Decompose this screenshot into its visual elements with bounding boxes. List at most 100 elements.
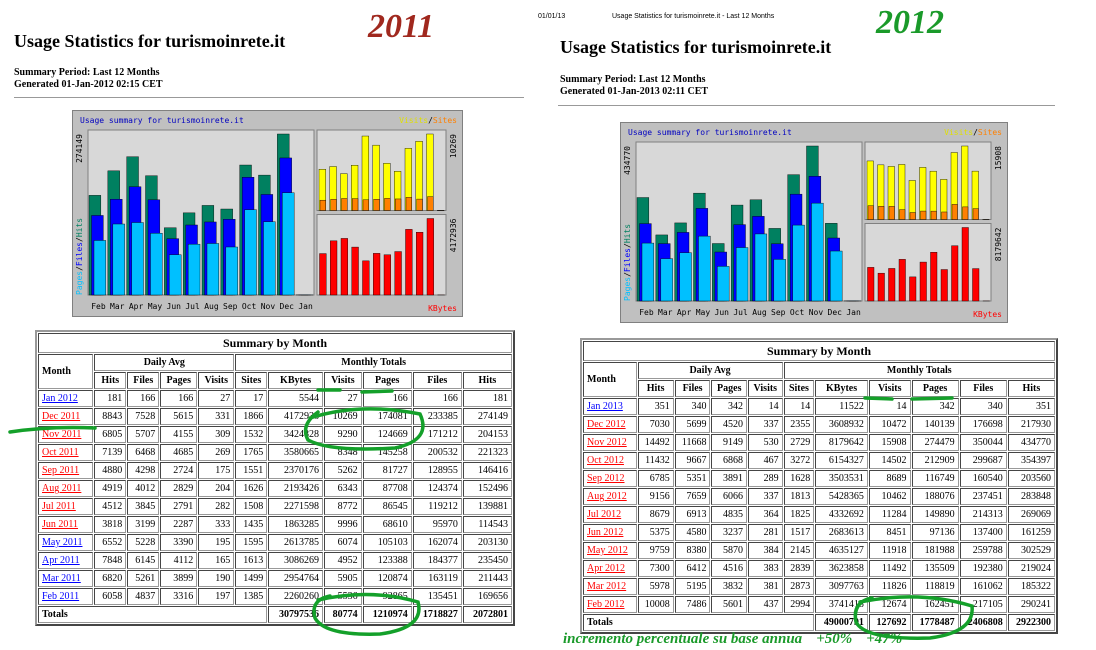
table-row: Month Daily Avg Monthly Totals — [38, 354, 512, 389]
month-link[interactable]: Feb 2012 — [587, 599, 625, 610]
header-cell: Pages — [362, 372, 412, 389]
value-cell: 3316 — [160, 588, 198, 605]
month-label: Oct — [790, 308, 805, 317]
value-cell: 351 — [1007, 398, 1055, 415]
annotation-text: incremento percentuale su base annua — [563, 631, 803, 647]
table-row: Mar 2011 6820 5261 3899 190 1499 2954764 5905 12… — [38, 570, 512, 587]
max-visits-label: 10269 — [449, 134, 458, 158]
value-cell: 217105 — [959, 596, 1007, 613]
bar — [941, 211, 948, 220]
value-cell: 1863285 — [268, 516, 323, 533]
value-cell: 6154327 — [815, 452, 868, 469]
bar — [244, 209, 257, 296]
value-cell: 149890 — [911, 506, 959, 523]
month-cell: Sep 2011 — [38, 462, 94, 479]
table-row: Oct 2011 7139 6468 4685 269 1765 3580665 8348 14… — [38, 444, 512, 461]
table-row: Totals 30797536 80774 1210974 1718827 2072801 — [38, 606, 512, 623]
month-cell: Mar 2012 — [583, 578, 637, 595]
header-cell: Month — [38, 354, 94, 389]
value-cell: 4685 — [160, 444, 198, 461]
plot-area — [316, 214, 447, 296]
bar — [830, 250, 843, 302]
month-link[interactable]: Apr 2011 — [42, 555, 80, 566]
month-link[interactable]: Dec 2011 — [42, 411, 81, 422]
max-kbytes-label: 4172936 — [449, 218, 458, 252]
month-link[interactable]: Aug 2012 — [587, 491, 627, 502]
value-cell: 11284 — [868, 506, 911, 523]
value-cell: 342 — [711, 398, 748, 415]
value-cell: 2791 — [160, 498, 198, 515]
month-link[interactable]: Feb 2011 — [42, 591, 80, 602]
value-cell: 8772 — [324, 498, 362, 515]
month-link[interactable]: May 2011 — [42, 537, 83, 548]
value-cell: 212909 — [911, 452, 959, 469]
value-cell: 7139 — [94, 444, 127, 461]
table-row: Feb 2012 10008 7486 5601 437 2994 3741418 12674… — [583, 596, 1055, 613]
value-cell: 4880 — [94, 462, 127, 479]
value-cell: 4835 — [711, 506, 748, 523]
table-row: Jun 2011 3818 3199 2287 333 1435 1863285 9996 68… — [38, 516, 512, 533]
value-cell: 1866 — [235, 408, 268, 425]
month-link[interactable]: Jul 2012 — [587, 509, 622, 520]
bar — [187, 243, 201, 296]
month-cell: Sep 2012 — [583, 470, 637, 487]
month-cell: Dec 2012 — [583, 416, 637, 433]
generated: Generated 01-Jan-2012 02:15 CET — [14, 79, 163, 90]
value-cell: 340 — [674, 398, 711, 415]
month-link[interactable]: Dec 2012 — [587, 419, 626, 430]
month-link[interactable]: Oct 2011 — [42, 447, 79, 458]
table-row: Apr 2012 7300 6412 4516 383 2839 3623858 11492 1… — [583, 560, 1055, 577]
month-label: Apr — [129, 302, 144, 311]
legend-item: / — [623, 272, 632, 277]
value-cell: 123388 — [362, 552, 412, 569]
table-row: Sep 2011 4880 4298 2724 175 1551 2370176 5262 81… — [38, 462, 512, 479]
month-label: Mar — [110, 302, 125, 311]
month-link[interactable]: Apr 2012 — [587, 563, 626, 574]
value-cell: 7848 — [94, 552, 127, 569]
legend-kbytes: KBytes — [973, 310, 1002, 319]
month-link[interactable]: Jun 2011 — [42, 519, 79, 530]
month-link[interactable]: Jul 2011 — [42, 501, 76, 512]
value-cell: 331 — [198, 408, 235, 425]
bar — [394, 251, 402, 296]
header-cell: Visits — [748, 380, 783, 397]
bar — [373, 253, 381, 296]
divider — [558, 105, 1055, 106]
month-link[interactable]: Nov 2011 — [42, 429, 82, 440]
month-cell: Jun 2012 — [583, 524, 637, 541]
month-link[interactable]: Mar 2012 — [587, 581, 627, 592]
month-link[interactable]: May 2012 — [587, 545, 628, 556]
value-cell: 4520 — [711, 416, 748, 433]
month-link[interactable]: Sep 2011 — [42, 465, 80, 476]
value-cell: 181 — [462, 390, 512, 407]
value-cell: 4332692 — [815, 506, 868, 523]
bar — [899, 209, 906, 220]
value-cell: 5601 — [711, 596, 748, 613]
bar — [131, 222, 144, 296]
value-cell: 1499 — [235, 570, 268, 587]
value-cell: 116749 — [911, 470, 959, 487]
month-link[interactable]: Mar 2011 — [42, 573, 81, 584]
value-cell: 162451 — [911, 596, 959, 613]
month-link[interactable]: Jan 2013 — [587, 401, 623, 412]
value-cell: 2271598 — [268, 498, 323, 515]
value-cell: 1765 — [235, 444, 268, 461]
month-link[interactable]: Aug 2011 — [42, 483, 82, 494]
month-link[interactable]: Oct 2012 — [587, 455, 624, 466]
month-link[interactable]: Jun 2012 — [587, 527, 624, 538]
value-cell: 221323 — [462, 444, 512, 461]
month-link[interactable]: Nov 2012 — [587, 437, 627, 448]
value-cell: 139881 — [462, 498, 512, 515]
value-cell: 290241 — [1007, 596, 1055, 613]
legend-item: / — [428, 116, 433, 125]
month-link[interactable]: Sep 2012 — [587, 473, 625, 484]
value-cell: 204 — [198, 480, 235, 497]
value-cell: 204153 — [462, 426, 512, 443]
year-label: 2011 — [368, 8, 435, 45]
bar — [951, 245, 959, 302]
value-cell: 4512 — [94, 498, 127, 515]
legend-left: Pages/Files/Hits — [623, 224, 632, 301]
value-cell: 219024 — [1007, 560, 1055, 577]
month-link[interactable]: Jan 2012 — [42, 393, 78, 404]
bar — [930, 252, 938, 302]
